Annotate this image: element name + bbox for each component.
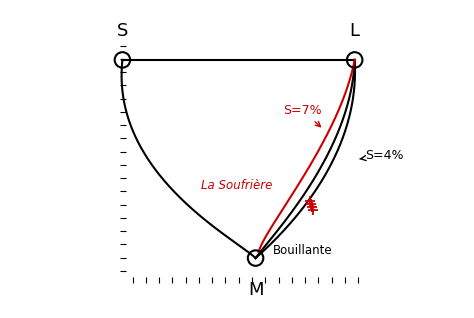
Text: S=4%: S=4% (360, 149, 404, 162)
Text: M: M (248, 281, 264, 299)
Text: La Soufrière: La Soufrière (201, 179, 273, 192)
Text: Bouillante: Bouillante (273, 244, 332, 257)
Text: S: S (117, 22, 128, 40)
Text: S=7%: S=7% (283, 104, 322, 127)
Text: L: L (350, 22, 360, 40)
